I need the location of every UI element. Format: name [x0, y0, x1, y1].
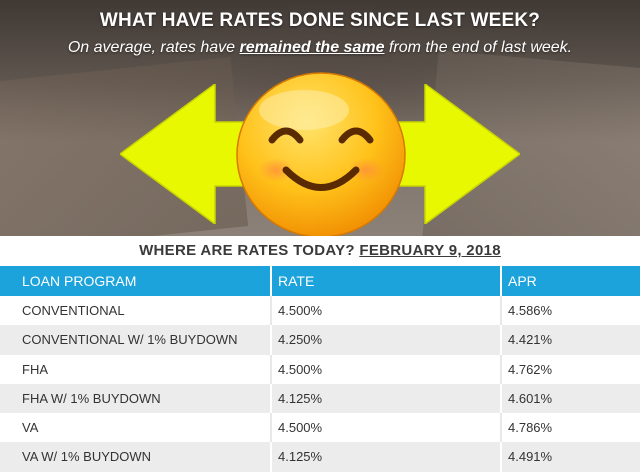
loan-program-cell: VA	[22, 420, 39, 436]
rates-table: LOAN PROGRAM RATE APR CONVENTIONAL 4.500…	[0, 266, 640, 472]
rates-heading: WHERE ARE RATES TODAY? FEBRUARY 9, 2018	[0, 236, 640, 266]
answer-text-post: from the end of last week.	[384, 39, 573, 56]
table-row: VA W/ 1% BUYDOWN 4.125% 4.491%	[0, 442, 640, 472]
table-header-row: LOAN PROGRAM RATE APR	[0, 266, 640, 296]
rate-cell: 4.500%	[270, 354, 500, 384]
table-row: VA 4.500% 4.786%	[0, 413, 640, 443]
column-header-loan-program: LOAN PROGRAM	[22, 273, 137, 289]
table-row: FHA 4.500% 4.762%	[0, 354, 640, 384]
apr-cell: 4.491%	[500, 442, 640, 472]
loan-program-cell: CONVENTIONAL	[22, 303, 125, 318]
loan-program-cell: VA W/ 1% BUYDOWN	[22, 449, 152, 465]
headline-answer: On average, rates have remained the same…	[0, 39, 640, 57]
table-row: CONVENTIONAL W/ 1% BUYDOWN 4.250% 4.421%	[0, 325, 640, 355]
rate-cell: 4.500%	[270, 296, 500, 326]
table-row: FHA W/ 1% BUYDOWN 4.125% 4.601%	[0, 383, 640, 414]
smiling-face-icon	[236, 72, 406, 236]
headline-question: WHAT HAVE RATES DONE SINCE LAST WEEK?	[99, 10, 541, 31]
column-header-apr: APR	[500, 266, 640, 296]
rate-cell: 4.250%	[270, 325, 500, 355]
apr-cell: 4.762%	[500, 354, 640, 384]
loan-program-cell: FHA W/ 1% BUYDOWN	[22, 390, 161, 406]
loan-program-cell: CONVENTIONAL W/ 1% BUYDOWN	[22, 332, 238, 348]
hero-banner: WHAT HAVE RATES DONE SINCE LAST WEEK? On…	[0, 0, 640, 236]
rate-cell: 4.125%	[270, 383, 500, 414]
rates-heading-label: WHERE ARE RATES TODAY?	[139, 242, 360, 259]
answer-emphasis: remained the same	[239, 39, 385, 56]
apr-cell: 4.601%	[500, 383, 640, 414]
column-header-rate: RATE	[270, 266, 500, 296]
answer-text-pre: On average, rates have	[67, 39, 240, 56]
rate-cell: 4.500%	[270, 413, 500, 443]
apr-cell: 4.586%	[500, 296, 640, 326]
apr-cell: 4.786%	[500, 413, 640, 443]
rate-cell: 4.125%	[270, 442, 500, 472]
table-row: CONVENTIONAL 4.500% 4.586%	[0, 296, 640, 326]
rates-date: FEBRUARY 9, 2018	[359, 242, 501, 259]
loan-program-cell: FHA	[22, 361, 48, 377]
apr-cell: 4.421%	[500, 325, 640, 355]
